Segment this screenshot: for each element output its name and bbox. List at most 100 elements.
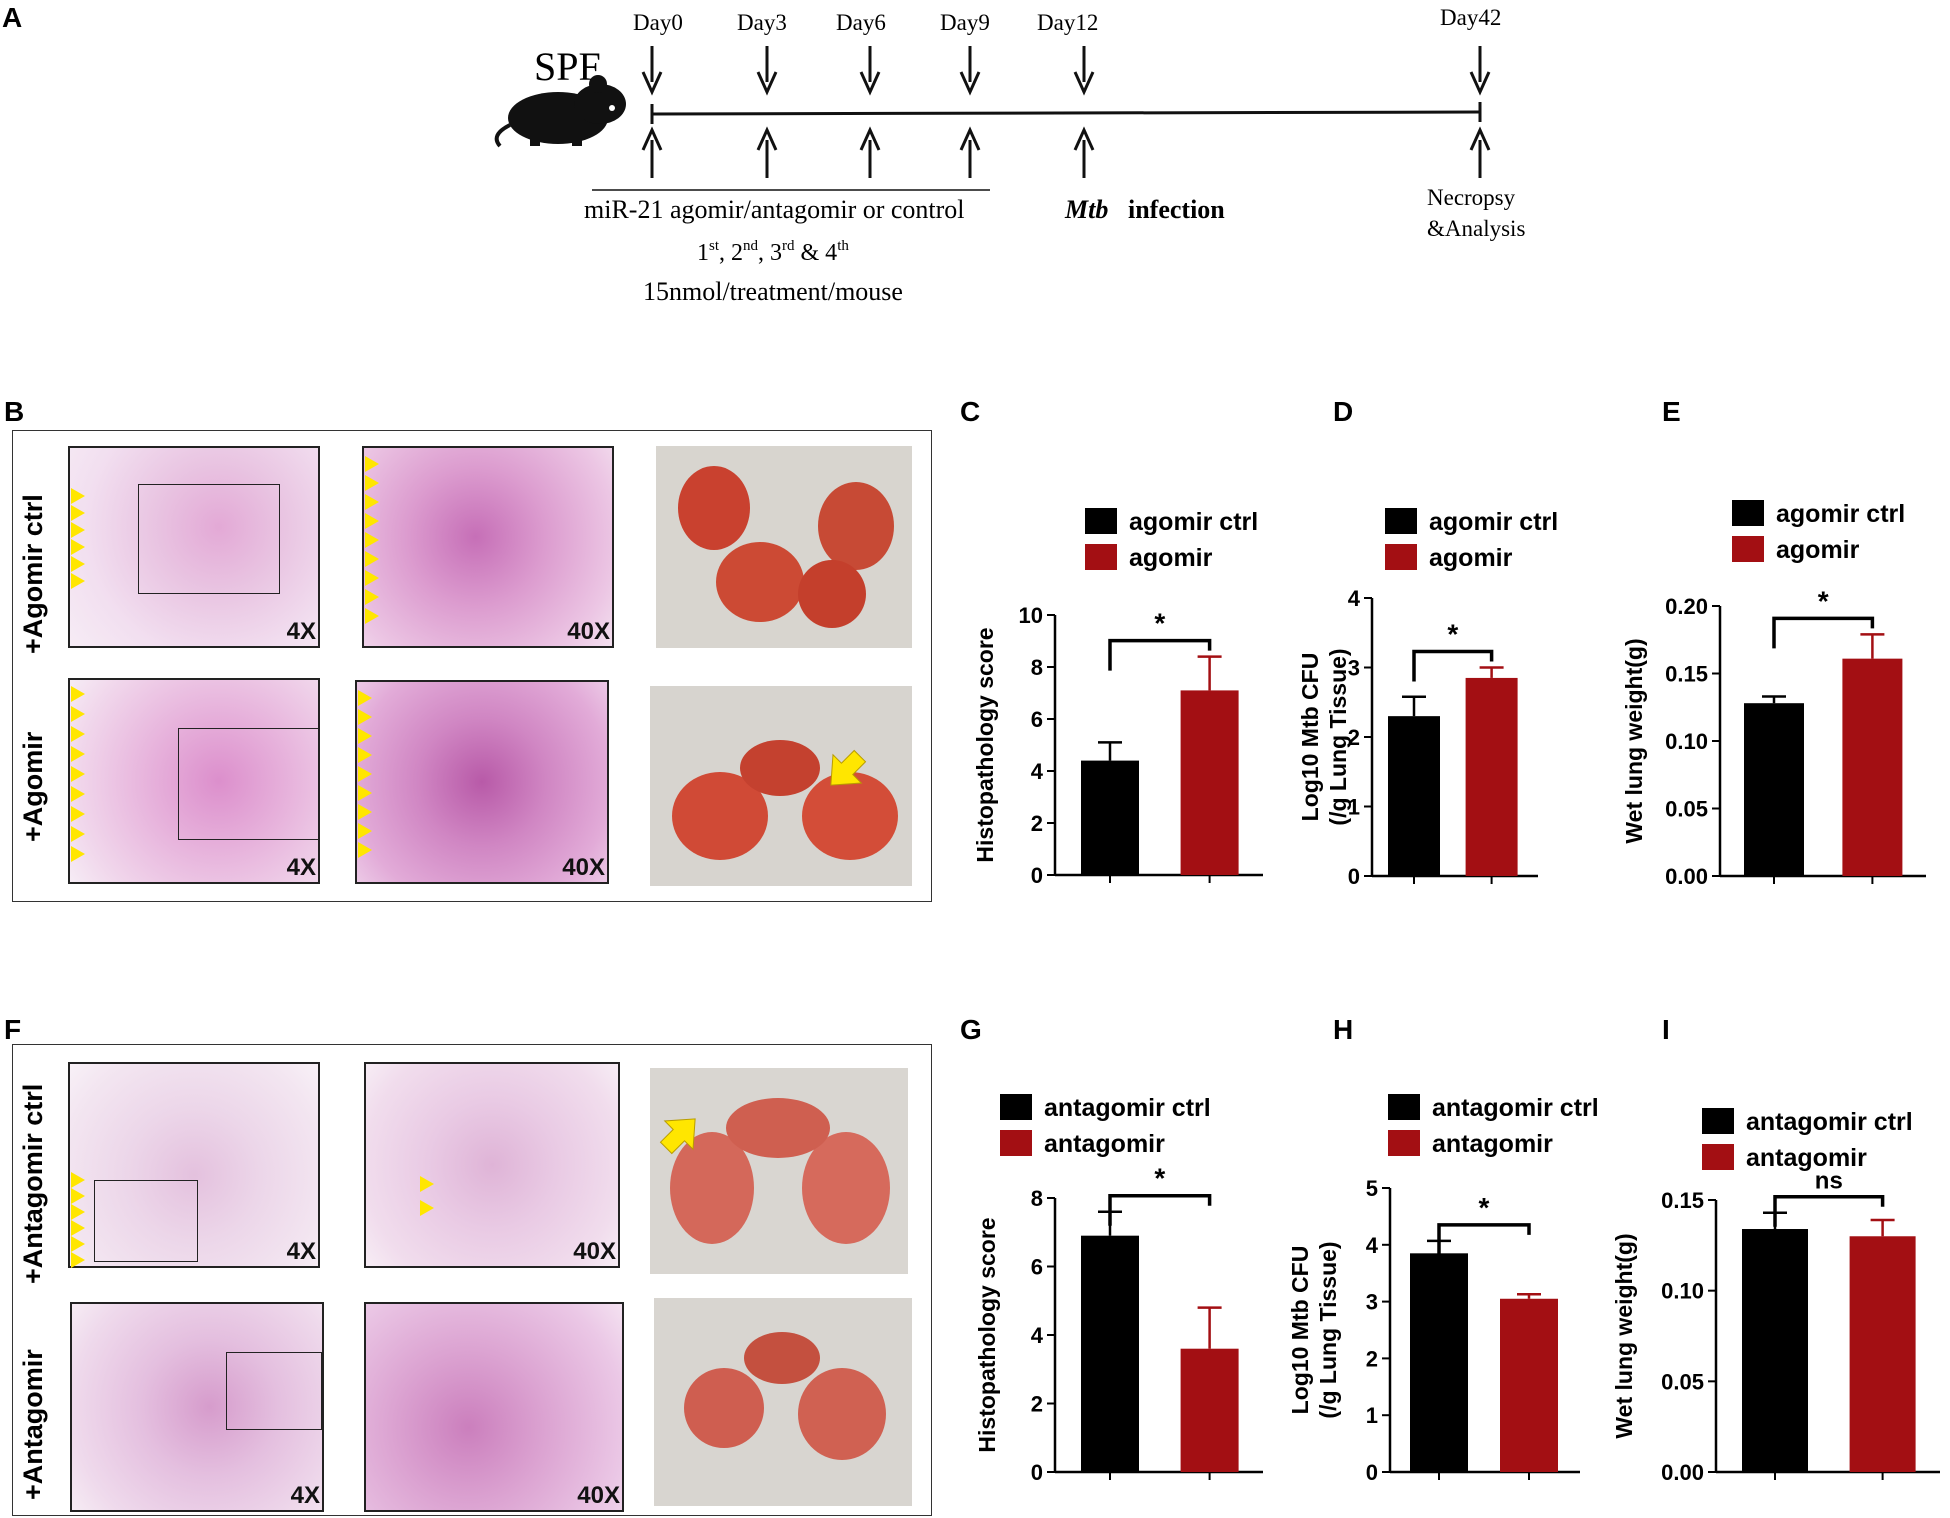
y-tick-label: 3 (1366, 1290, 1378, 1315)
magnification-label: 4X (286, 1238, 316, 1265)
y-tick-label: 1 (1348, 795, 1360, 820)
legend-swatch (1388, 1094, 1420, 1120)
analysis-label: &Analysis (1427, 216, 1525, 241)
y-tick-label: 0.10 (1665, 729, 1708, 754)
down-arrow-icon (859, 46, 881, 96)
row-label-agomir-ctrl: +Agomir ctrl (18, 494, 48, 654)
bar-control (1744, 703, 1804, 876)
significance-label: * (1154, 608, 1165, 639)
y-tick-label: 2 (1031, 1392, 1043, 1417)
panel-label-h: H (1333, 1014, 1354, 1045)
yellow-marker-icon (365, 608, 379, 624)
legend-label: antagomir ctrl (1746, 1108, 1913, 1136)
lung-photo-agomir (650, 686, 912, 886)
day-label-9: Day9 (940, 10, 990, 35)
panel-label-i: I (1662, 1014, 1670, 1045)
down-arrow-icon (756, 46, 778, 96)
legend-swatch (1385, 544, 1417, 570)
y-axis-label: Wet lung weight(g) (1611, 1233, 1637, 1438)
chart-g: 0 2 4 6 8 Histopathology score * antagomir ctrl… (974, 1094, 1263, 1485)
bar-control (1410, 1253, 1468, 1472)
mouse-icon (494, 75, 626, 148)
bar-treatment (1465, 677, 1518, 876)
yellow-marker-icon (71, 1252, 85, 1268)
magnification-label: 40X (562, 854, 605, 881)
legend-swatch (1702, 1108, 1734, 1134)
y-tick-label: 0 (1348, 864, 1360, 889)
y-tick-label: 0.00 (1661, 1460, 1704, 1485)
yellow-marker-icon (420, 1176, 434, 1192)
magnification-label: 4X (290, 1482, 320, 1509)
y-axis-label: Log10 Mtb CFU (1297, 653, 1323, 822)
bar-control (1742, 1229, 1808, 1472)
down-arrow-icon (641, 46, 663, 96)
y-tick-label: 0.20 (1665, 594, 1708, 619)
row-label-antagomir-ctrl: +Antagomir ctrl (18, 1083, 48, 1284)
y-axis-label: Histopathology score (972, 627, 998, 862)
day-label-0: Day0 (633, 10, 683, 35)
y-axis: 0 2 4 6 8 10 (1019, 603, 1057, 888)
legend-label: agomir ctrl (1429, 508, 1558, 536)
yellow-marker-icon (358, 842, 372, 858)
significance-bracket (1437, 1223, 1531, 1255)
up-arrow-icon (641, 126, 663, 178)
legend-label: antagomir ctrl (1044, 1094, 1211, 1122)
timeline-arrows (641, 46, 1491, 178)
yellow-marker-icon (365, 589, 379, 605)
panel-label-a: A (2, 2, 23, 33)
significance-bracket (1108, 1193, 1212, 1226)
legend-swatch (1085, 508, 1117, 534)
lung-photo-antagomir (654, 1298, 912, 1506)
bar-treatment (1842, 658, 1903, 876)
yellow-marker-icon (71, 746, 85, 762)
y-tick-label: 0 (1366, 1460, 1378, 1485)
yellow-marker-icon (71, 846, 85, 862)
yellow-marker-icon (71, 1220, 85, 1236)
yellow-marker-icon (365, 551, 379, 567)
y-tick-label: 2 (1366, 1346, 1378, 1371)
yellow-arrow-icon (830, 749, 867, 786)
schedule-label: 1st, 2nd, 3rd & 4th (697, 238, 849, 266)
y-tick-label: 2 (1031, 811, 1043, 836)
y-tick-label: 5 (1366, 1176, 1378, 1201)
yellow-marker-icon (365, 494, 379, 510)
panel-label-d: D (1333, 396, 1354, 427)
y-tick-label: 6 (1031, 1255, 1043, 1280)
up-arrow-icon (1073, 126, 1095, 178)
yellow-marker-icon (420, 1200, 434, 1216)
day-label-12: Day12 (1037, 10, 1098, 35)
y-tick-label: 10 (1019, 603, 1043, 628)
y-tick-label: 6 (1031, 707, 1043, 732)
y-tick-label: 0.05 (1661, 1369, 1704, 1394)
y-axis-label-2: (/g Lung Tissue) (1315, 1241, 1341, 1418)
day-label-3: Day3 (737, 10, 787, 35)
yellow-marker-icon (358, 766, 372, 782)
significance-label: * (1154, 1163, 1165, 1194)
mtb-label: Mtb (1064, 195, 1108, 224)
y-tick-label: 0.05 (1665, 797, 1708, 822)
lung-photo-agomir-ctrl (656, 446, 912, 648)
chart-c: 0 2 4 6 8 10 Histopathology score * agomir ctrl a… (972, 508, 1263, 888)
chart-d: 0 1 2 3 4 Log10 Mtb CFU (/g Lung Tissue) * agomi… (1297, 508, 1558, 889)
y-axis: 0.00 0.05 0.10 0.15 0.20 (1665, 594, 1722, 889)
histology-image-antagomir-4x: 4X (70, 1302, 324, 1512)
y-tick-label: 0.10 (1661, 1279, 1704, 1304)
magnification-label: 40X (573, 1238, 616, 1265)
timeline-diagram: SPF Day0 Day3 Day6 Day9 Day12 Day42 miR-… (494, 5, 1525, 306)
yellow-marker-icon (71, 522, 85, 538)
y-tick-label: 0.15 (1665, 662, 1708, 687)
significance-label: ns (1815, 1168, 1843, 1195)
legend-label: antagomir (1746, 1144, 1867, 1172)
histology-image-antagomir-ctrl-40x: 40X (364, 1062, 620, 1268)
necropsy-label: Necropsy (1427, 185, 1516, 210)
legend-label: agomir (1776, 536, 1860, 564)
day-label-6: Day6 (836, 10, 886, 35)
bar-control (1388, 716, 1440, 876)
yellow-marker-icon (71, 488, 85, 504)
legend-swatch (1000, 1130, 1032, 1156)
legend-label: agomir (1429, 544, 1513, 572)
panel-label-e: E (1662, 396, 1681, 427)
y-axis: 0 2 4 6 8 (1031, 1186, 1057, 1485)
treatment-label: miR-21 agomir/antagomir or control (584, 195, 965, 224)
yellow-marker-icon (358, 804, 372, 820)
